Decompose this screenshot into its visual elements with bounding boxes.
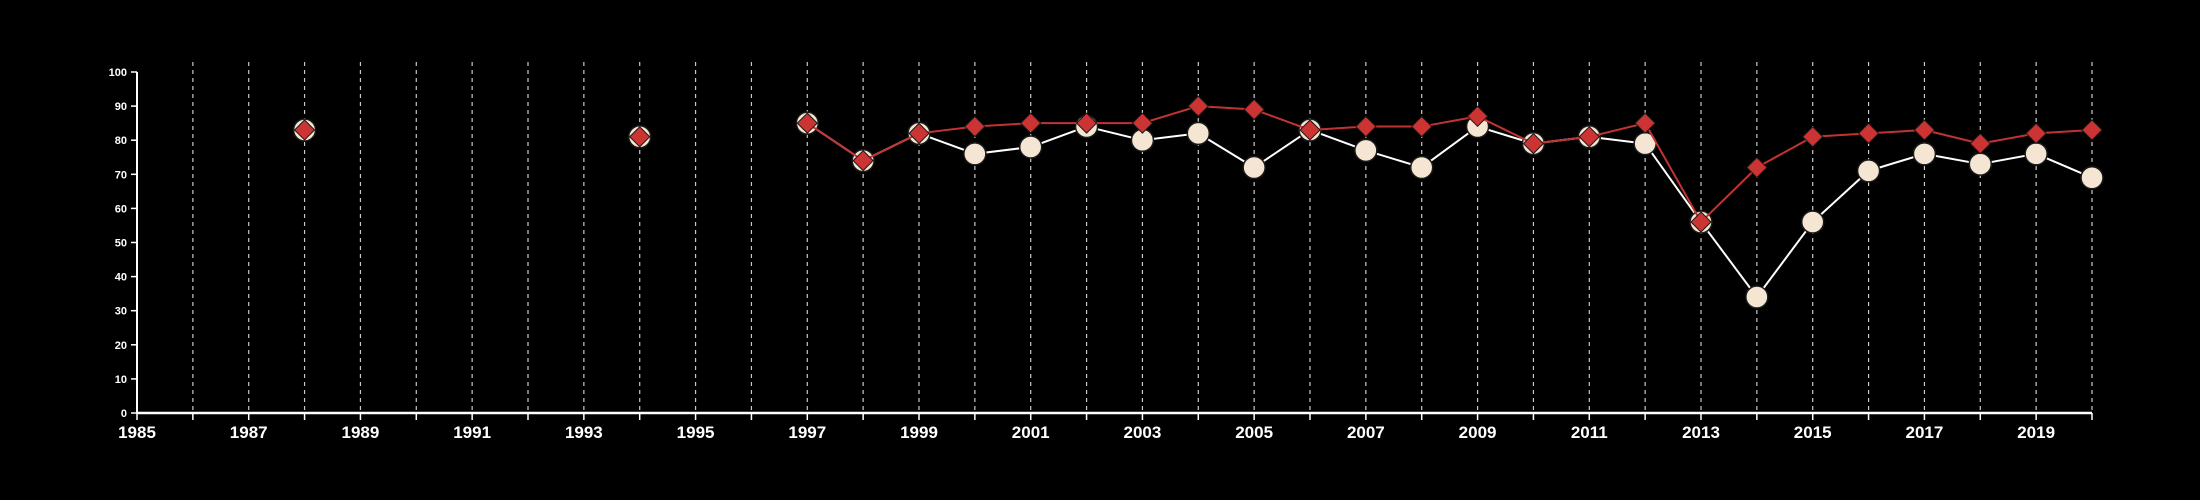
x-tick-label-2011: 2011 — [1571, 423, 1608, 442]
x-tick-label-2015: 2015 — [1794, 423, 1832, 442]
diamond-marker-2000 — [964, 115, 986, 138]
series-1-segment — [1644, 143, 1702, 223]
circle-marker-2001 — [1018, 135, 1043, 159]
x-tick-label-1997: 1997 — [788, 423, 826, 442]
circle-marker-2007 — [1354, 138, 1378, 163]
series-1 — [292, 111, 2104, 309]
diamond-marker-2006 — [1299, 119, 1321, 141]
circle-marker-2005 — [1242, 155, 1266, 180]
diamond-marker-1999 — [908, 122, 930, 145]
diamond-marker-2011 — [1578, 126, 1600, 148]
series-1-segment — [1756, 221, 1814, 298]
diamond-marker-2008 — [1411, 115, 1433, 138]
x-tick-label-2017: 2017 — [1906, 423, 1944, 442]
series-2-segment — [1756, 135, 1814, 169]
diamond-marker-1994 — [629, 126, 651, 148]
circle-marker-2017 — [1912, 142, 1937, 166]
x-tick-label-1995: 1995 — [677, 423, 715, 442]
x-tick-label-1999: 1999 — [900, 423, 938, 442]
circle-marker-2018 — [1968, 152, 1993, 176]
series-2-segment — [1421, 115, 1478, 128]
diamond-marker-2002 — [1075, 112, 1098, 134]
y-tick-label-70: 70 — [115, 169, 127, 181]
circle-marker-2014 — [1745, 285, 1769, 309]
circle-marker-2015 — [1800, 210, 1825, 234]
circle-marker-2004 — [1186, 121, 1211, 146]
x-tick-label-1987: 1987 — [230, 423, 268, 442]
diamond-marker-2010 — [1522, 132, 1545, 155]
y-tick-label-100: 100 — [109, 67, 127, 79]
x-tick-label-2019: 2019 — [2017, 423, 2055, 442]
series-2-segment — [1700, 166, 1758, 223]
circle-marker-2008 — [1409, 155, 1434, 180]
series-2-segment — [806, 122, 864, 162]
series-2-segment — [1924, 128, 1981, 145]
y-tick-label-40: 40 — [115, 272, 127, 284]
series-1-segment — [1812, 170, 1870, 223]
x-tick-label-1993: 1993 — [565, 423, 603, 442]
series-2 — [293, 95, 2103, 233]
circle-marker-2020 — [2080, 165, 2104, 190]
x-tick-label-2003: 2003 — [1124, 423, 1162, 442]
y-tick-label-20: 20 — [115, 340, 127, 352]
diamond-marker-2005 — [1243, 98, 1265, 121]
series-2-segment — [1477, 115, 1534, 145]
data-series — [292, 95, 2104, 309]
diamond-marker-2019 — [2025, 122, 2047, 145]
y-tick-label-10: 10 — [115, 374, 127, 386]
x-tick-label-1985: 1985 — [118, 423, 156, 442]
series-2-segment — [862, 132, 920, 162]
circle-marker-2019 — [2024, 142, 2048, 166]
x-tick-label-1991: 1991 — [453, 423, 491, 442]
diamond-marker-2016 — [1857, 122, 1880, 145]
diamond-marker-2020 — [2081, 119, 2103, 141]
circle-marker-2016 — [1856, 159, 1881, 183]
x-tick-label-2013: 2013 — [1682, 423, 1720, 442]
diamond-marker-2015 — [1802, 126, 1824, 148]
y-tick-label-80: 80 — [115, 135, 127, 147]
diamond-marker-2018 — [1969, 132, 1991, 155]
diamond-marker-1998 — [852, 149, 874, 172]
series-2-segment — [1980, 132, 2037, 145]
diamond-marker-2012 — [1634, 112, 1656, 134]
x-tick-label-2005: 2005 — [1235, 423, 1273, 442]
y-tick-label-0: 0 — [121, 408, 127, 420]
y-tick-label-30: 30 — [115, 306, 127, 318]
axes: 0 10 20 30 40 50 60 70 80 90 100 1985 1987 1989 1991 19… — [109, 67, 2093, 442]
diamond-marker-2003 — [1131, 112, 1154, 134]
diamond-marker-2013 — [1690, 211, 1712, 233]
diamond-marker-2007 — [1355, 115, 1377, 138]
x-tick-label-2001: 2001 — [1012, 423, 1050, 442]
diamond-marker-2014 — [1746, 156, 1768, 179]
diamond-marker-1988 — [293, 119, 316, 141]
diamond-marker-2004 — [1187, 95, 1209, 117]
circle-marker-2000 — [963, 142, 987, 166]
diamond-marker-1997 — [796, 112, 818, 134]
x-tick-label-2009: 2009 — [1459, 423, 1497, 442]
y-tick-label-90: 90 — [115, 101, 127, 113]
series-2-segment — [1644, 122, 1702, 223]
diamond-marker-2001 — [1020, 112, 1042, 134]
series-2-segment — [1253, 108, 1311, 131]
y-tick-label-50: 50 — [115, 238, 127, 250]
x-tick-label-1989: 1989 — [342, 423, 380, 442]
series-2-segment — [1142, 105, 1199, 125]
y-tick-label-60: 60 — [115, 203, 127, 215]
diamond-marker-2009 — [1466, 105, 1489, 128]
diamond-marker-2017 — [1913, 119, 1936, 141]
series-2-segment — [1589, 122, 1646, 138]
series-1-segment — [1700, 221, 1758, 298]
x-tick-label-2007: 2007 — [1347, 423, 1385, 442]
